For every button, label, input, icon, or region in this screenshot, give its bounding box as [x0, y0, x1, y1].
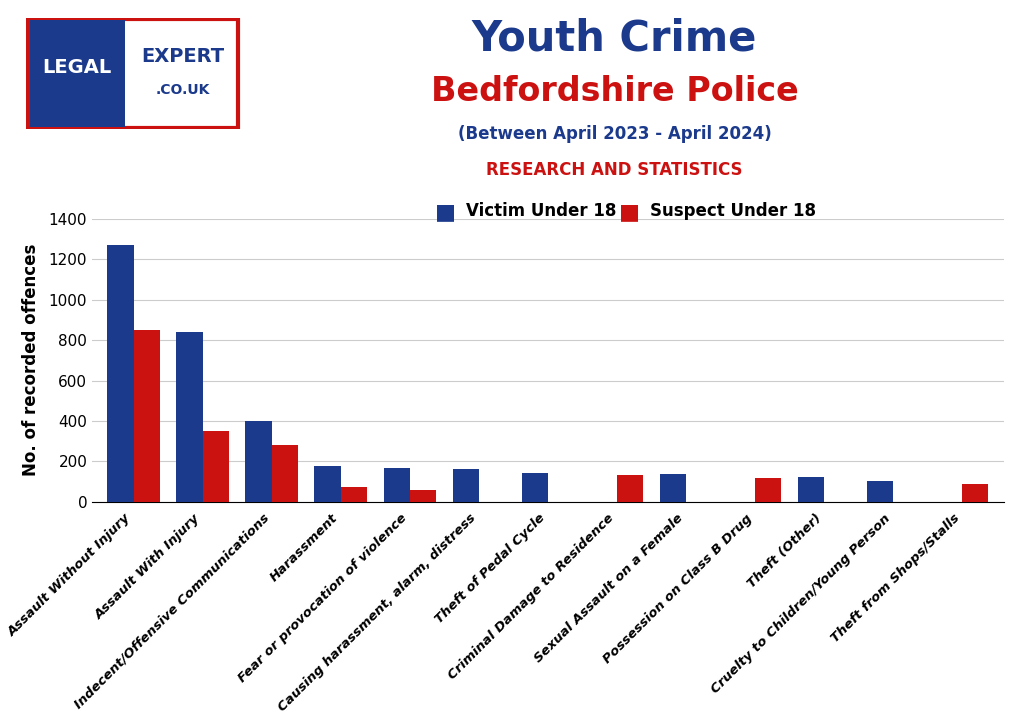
Text: Victim Under 18: Victim Under 18 — [466, 202, 616, 220]
Bar — [176, 332, 203, 502]
Bar — [659, 473, 686, 502]
Bar — [963, 484, 988, 502]
Bar — [453, 468, 479, 502]
Text: RESEARCH AND STATISTICS: RESEARCH AND STATISTICS — [486, 161, 742, 179]
Text: LEGAL: LEGAL — [43, 59, 112, 77]
Bar — [341, 487, 367, 502]
Bar — [133, 330, 160, 502]
FancyBboxPatch shape — [30, 20, 125, 127]
Text: ■: ■ — [435, 202, 456, 222]
Bar — [384, 467, 410, 502]
Bar — [314, 467, 341, 502]
Bar — [271, 445, 298, 502]
Text: Suspect Under 18: Suspect Under 18 — [650, 202, 816, 220]
Bar — [798, 477, 824, 502]
Text: EXPERT: EXPERT — [141, 47, 224, 66]
Text: (Between April 2023 - April 2024): (Between April 2023 - April 2024) — [458, 125, 771, 143]
Text: ■: ■ — [620, 202, 640, 222]
Bar — [203, 431, 229, 502]
Text: Youth Crime: Youth Crime — [472, 18, 757, 60]
Bar — [867, 480, 893, 502]
Bar — [616, 475, 643, 502]
Bar — [108, 245, 133, 502]
Bar — [755, 478, 781, 502]
Text: .CO.UK: .CO.UK — [156, 83, 210, 98]
FancyBboxPatch shape — [28, 19, 239, 128]
Bar — [410, 490, 436, 502]
Text: Bedfordshire Police: Bedfordshire Police — [430, 75, 799, 108]
Bar — [521, 473, 548, 502]
Y-axis label: No. of recorded offences: No. of recorded offences — [23, 244, 41, 477]
Bar — [246, 421, 271, 502]
